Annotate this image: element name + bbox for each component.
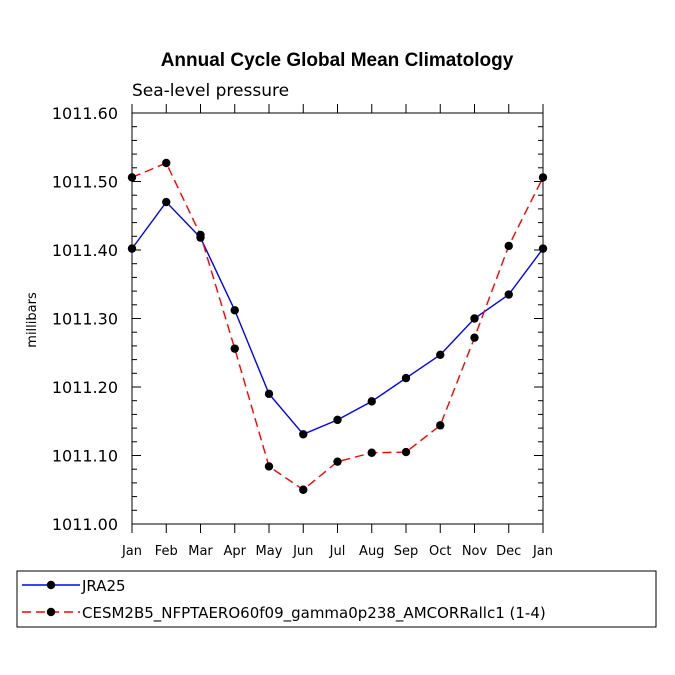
x-tick-label: Apr (224, 544, 247, 559)
x-tick-label: Jul (329, 544, 346, 559)
plot-frame (131, 112, 544, 525)
x-tick-label: Sep (394, 544, 419, 559)
data-point-jra25 (162, 197, 171, 207)
series-line-cesm2 (131, 162, 544, 491)
data-point-cesm2 (264, 462, 274, 471)
y-tick-label: 1011.40 (52, 241, 118, 260)
data-point-jra25 (299, 430, 308, 439)
y-tick-label: 1011.50 (52, 173, 118, 192)
series-layer (127, 158, 548, 494)
data-point-cesm2 (504, 241, 513, 251)
data-point-cesm2 (196, 230, 205, 240)
x-tick-label: Dec (496, 544, 521, 559)
chart-title: Annual Cycle Global Mean Climatology (161, 50, 514, 71)
legend-marker (46, 607, 56, 617)
series-line-jra25 (131, 200, 544, 436)
legend-layer: JRA25 CESM2B5_NFPTAERO60f09_gamma0p238_AM… (22, 577, 546, 623)
x-tick-label: Aug (359, 544, 384, 559)
data-point-jra25 (333, 415, 342, 425)
x-tick-label: Mar (188, 544, 213, 559)
data-point-cesm2 (401, 447, 411, 457)
data-point-cesm2 (333, 457, 342, 466)
data-point-jra25 (230, 306, 239, 315)
x-tick-label: Oct (429, 544, 451, 559)
legend-box (16, 570, 657, 628)
data-point-cesm2 (162, 158, 171, 168)
y-tick-label: 1011.30 (52, 310, 118, 329)
x-tick-label: Feb (155, 544, 178, 559)
y-tick-label: 1011.60 (52, 104, 118, 123)
data-point-jra25 (504, 290, 513, 299)
x-tick-label: Jan (121, 544, 142, 559)
data-point-jra25 (436, 350, 445, 360)
axis-layer: 1011.00 1011.10 1011.20 1011.30 1011.40 1011.… (52, 104, 553, 559)
legend-marker (46, 580, 56, 590)
data-point-cesm2 (470, 333, 479, 342)
data-point-cesm2 (367, 448, 376, 457)
legend-label-cesm2: CESM2B5_NFPTAERO60f09_gamma0p238_AMCORRa… (82, 604, 546, 623)
x-tick-label: Jan (532, 544, 553, 559)
data-point-jra25 (470, 314, 479, 323)
data-point-cesm2 (436, 421, 445, 430)
data-point-jra25 (367, 397, 376, 406)
data-point-cesm2 (230, 344, 239, 353)
y-axis-label: millibars (25, 292, 40, 348)
data-point-jra25 (264, 389, 274, 399)
x-tick-label: May (256, 544, 283, 559)
x-tick-label: Jun (292, 544, 313, 559)
data-point-jra25 (401, 373, 411, 383)
data-point-cesm2 (299, 485, 308, 494)
y-tick-label: 1011.10 (52, 447, 118, 466)
legend-label-jra25: JRA25 (81, 577, 126, 595)
y-tick-label: 1011.00 (52, 515, 118, 534)
chart-subtitle: Sea-level pressure (132, 81, 289, 101)
x-tick-label: Nov (462, 544, 488, 559)
y-tick-label: 1011.20 (52, 378, 118, 397)
